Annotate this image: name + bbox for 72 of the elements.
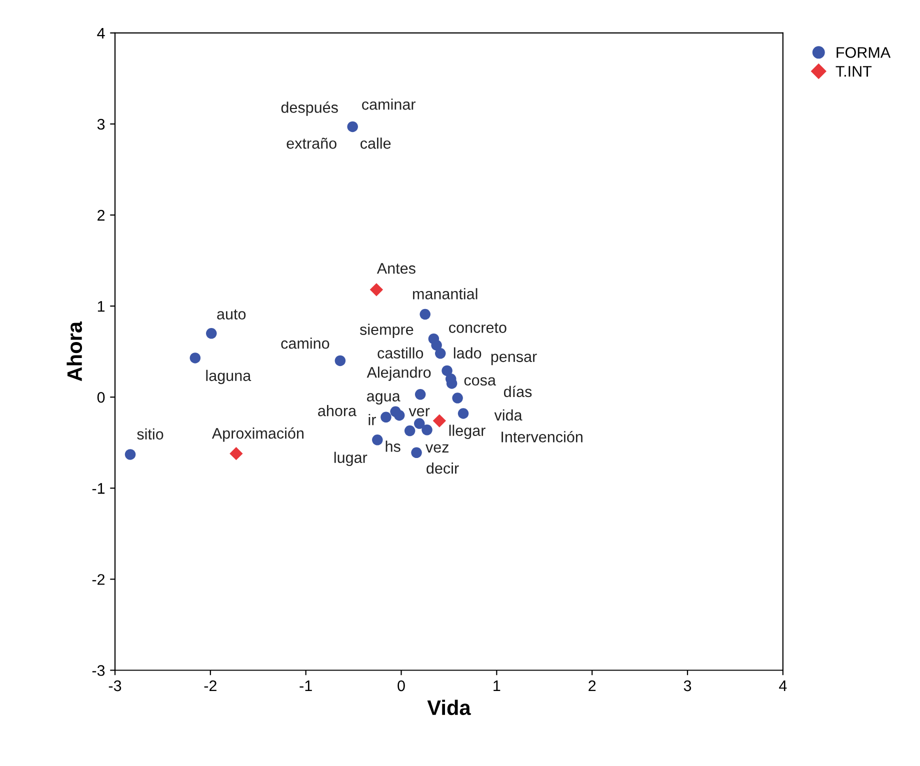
annotation: Aproximación bbox=[212, 427, 304, 442]
y-tick-label: 2 bbox=[98, 210, 105, 221]
point bbox=[434, 348, 446, 359]
x-axis-title: Vida bbox=[427, 700, 471, 716]
point bbox=[422, 424, 432, 436]
y-tick-label: 1 bbox=[98, 301, 105, 312]
point bbox=[452, 392, 463, 404]
y-axis-title: Ahora bbox=[66, 321, 82, 382]
annotation: camino bbox=[281, 338, 330, 349]
point bbox=[411, 447, 422, 458]
point bbox=[414, 389, 426, 400]
annotation: manantial bbox=[413, 288, 478, 300]
y-tick-label: -1 bbox=[92, 483, 105, 494]
annotation: cosa bbox=[464, 377, 496, 386]
point bbox=[431, 340, 442, 351]
point bbox=[404, 425, 416, 436]
point bbox=[347, 121, 358, 132]
annotation: agua bbox=[366, 393, 400, 405]
point bbox=[432, 414, 446, 428]
annotation: siempre bbox=[360, 324, 414, 338]
annotation: vez bbox=[426, 444, 449, 453]
y-tick-label: 0 bbox=[97, 392, 105, 403]
point bbox=[230, 446, 243, 460]
annotation: días bbox=[504, 386, 532, 398]
point bbox=[394, 410, 405, 421]
annotation: lado bbox=[454, 347, 482, 359]
point bbox=[458, 408, 469, 419]
annotation: ahora bbox=[318, 405, 357, 416]
point bbox=[190, 352, 201, 364]
x-tick-label: 1 bbox=[494, 680, 500, 692]
x-tick-label: -1 bbox=[300, 680, 312, 692]
annotation: hs bbox=[386, 440, 400, 452]
point bbox=[370, 283, 384, 296]
x-tick-label: 4 bbox=[779, 680, 787, 692]
point bbox=[206, 328, 217, 339]
annotation: ver bbox=[408, 408, 430, 416]
annotation: Alejandro bbox=[366, 366, 431, 381]
annotation: decir bbox=[426, 462, 459, 474]
annotation: después bbox=[281, 102, 338, 116]
legend-label: FORMA bbox=[836, 47, 891, 58]
annotation: auto bbox=[217, 309, 246, 320]
x-tick-label: 0 bbox=[398, 680, 405, 692]
annotation: castillo bbox=[378, 347, 424, 359]
annotation: calle bbox=[360, 138, 391, 149]
annotation: sitio bbox=[137, 428, 164, 440]
point bbox=[442, 365, 452, 376]
point bbox=[420, 308, 430, 320]
x-tick-label: 3 bbox=[684, 680, 692, 692]
annotation: llegar bbox=[449, 424, 486, 440]
y-tick-label: 4 bbox=[97, 28, 105, 38]
point bbox=[124, 449, 136, 460]
x-tick-label: 2 bbox=[588, 680, 596, 692]
annotation: caminar bbox=[362, 98, 416, 110]
point bbox=[372, 434, 383, 446]
y-tick-label: -2 bbox=[92, 574, 105, 585]
annotation: concreto bbox=[449, 322, 506, 333]
annotation: extraño bbox=[286, 138, 336, 149]
x-tick-label: -2 bbox=[204, 680, 216, 692]
point bbox=[334, 355, 346, 366]
annotation: ir bbox=[368, 414, 376, 426]
point bbox=[380, 412, 392, 423]
annotation: lugar bbox=[334, 452, 368, 466]
annotation: vida bbox=[494, 409, 522, 421]
y-tick-label: -3 bbox=[92, 665, 105, 676]
annotation: Antes bbox=[376, 263, 416, 274]
annotation: Intervención bbox=[502, 430, 582, 442]
annotation: pensar bbox=[491, 354, 537, 366]
legend-label: T.INT bbox=[836, 66, 872, 77]
y-tick-label: 3 bbox=[97, 118, 105, 130]
point bbox=[414, 418, 425, 429]
annotation: laguna bbox=[206, 370, 252, 384]
x-tick-label: -3 bbox=[108, 680, 122, 692]
